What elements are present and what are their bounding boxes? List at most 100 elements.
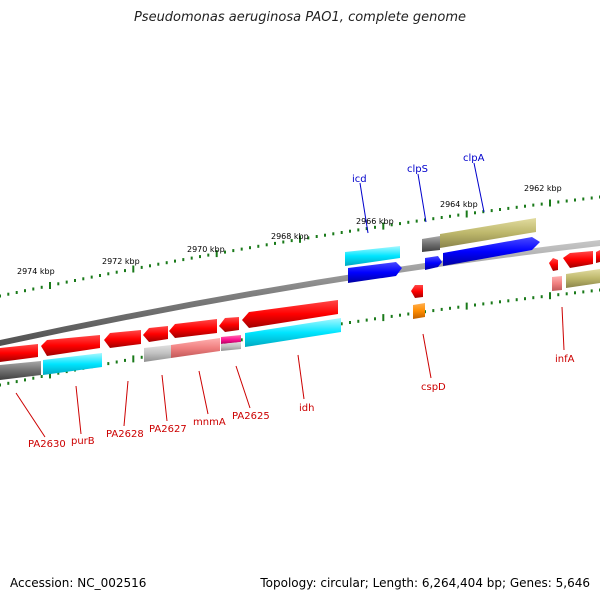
minor-tick bbox=[582, 197, 585, 201]
minor-tick bbox=[257, 244, 260, 248]
gene-right-cds-2[interactable] bbox=[596, 250, 600, 263]
gene-label-icd[interactable]: icd bbox=[352, 174, 367, 185]
gene-idh-cds[interactable] bbox=[242, 300, 338, 328]
minor-tick bbox=[449, 306, 451, 310]
gene-PA2628-cds[interactable] bbox=[104, 330, 141, 348]
minor-tick bbox=[282, 240, 285, 244]
minor-tick bbox=[174, 259, 176, 263]
gene-label-infA[interactable]: infA bbox=[555, 354, 575, 365]
minor-tick bbox=[332, 232, 335, 236]
minor-tick bbox=[24, 378, 26, 382]
minor-tick bbox=[390, 314, 393, 318]
minor-tick bbox=[149, 264, 151, 268]
gene-label-PA2627[interactable]: PA2627 bbox=[149, 424, 187, 435]
gene-purB-cds[interactable] bbox=[41, 335, 100, 356]
minor-tick bbox=[407, 312, 410, 316]
gene-idh-feature[interactable] bbox=[245, 318, 341, 347]
gene-icd-cds[interactable] bbox=[348, 262, 402, 283]
gene-PA2627-cds[interactable] bbox=[143, 326, 168, 342]
minor-tick bbox=[140, 265, 143, 269]
map-title: Pseudomonas aeruginosa PAO1, complete ge… bbox=[133, 10, 467, 25]
minor-tick bbox=[199, 255, 201, 259]
minor-tick bbox=[124, 269, 126, 273]
major-tick bbox=[215, 250, 218, 258]
minor-tick bbox=[557, 293, 560, 297]
gene-label-PA2630[interactable]: PA2630 bbox=[28, 439, 66, 450]
gene-clpA-cds[interactable] bbox=[443, 237, 540, 266]
gene-PA2625-cds[interactable] bbox=[219, 317, 239, 332]
minor-tick bbox=[432, 309, 435, 313]
gene-PA2625-feature-2[interactable] bbox=[221, 342, 241, 351]
gene-PA2625-feature-1[interactable] bbox=[221, 335, 241, 344]
minor-tick bbox=[15, 291, 18, 294]
gene-label-PA2625[interactable]: PA2625 bbox=[232, 411, 270, 422]
minor-tick bbox=[324, 233, 326, 237]
gene-label-clpS[interactable]: clpS bbox=[407, 164, 428, 175]
scale-label-2968: 2968 kbp bbox=[271, 232, 309, 241]
gene-clpS-cds[interactable] bbox=[425, 256, 442, 270]
minor-tick bbox=[224, 250, 226, 254]
minor-tick bbox=[349, 321, 351, 324]
scale-label-2966: 2966 kbp bbox=[356, 217, 394, 226]
gene-PA2630-feature[interactable] bbox=[0, 361, 41, 380]
minor-tick bbox=[7, 292, 10, 296]
minor-tick bbox=[440, 307, 443, 311]
gene-label-mnmA[interactable]: mnmA bbox=[193, 417, 226, 428]
minor-tick bbox=[240, 338, 243, 342]
forward-strand-genes bbox=[345, 218, 600, 291]
minor-tick bbox=[165, 261, 168, 265]
gene-label-clpA[interactable]: clpA bbox=[463, 153, 485, 164]
gene-infA-feature[interactable] bbox=[552, 276, 562, 291]
minor-tick bbox=[357, 319, 360, 323]
major-tick bbox=[132, 355, 135, 363]
minor-tick bbox=[74, 279, 76, 282]
minor-tick bbox=[440, 216, 443, 219]
minor-tick bbox=[424, 218, 426, 222]
gene-clpS-feature[interactable] bbox=[422, 236, 440, 252]
minor-tick bbox=[415, 219, 418, 223]
minor-tick bbox=[274, 241, 276, 245]
minor-tick bbox=[40, 375, 43, 378]
gene-label-PA2628[interactable]: PA2628 bbox=[106, 429, 144, 440]
minor-tick bbox=[107, 362, 110, 366]
gene-infA-cds[interactable] bbox=[549, 258, 558, 271]
minor-tick bbox=[399, 313, 401, 317]
scale-label-2970: 2970 kbp bbox=[187, 245, 225, 254]
scale-label-2964: 2964 kbp bbox=[440, 200, 478, 209]
minor-tick bbox=[565, 292, 568, 296]
gene-mnmA-feature[interactable] bbox=[171, 338, 220, 358]
gene-clpA-feature[interactable] bbox=[440, 218, 536, 248]
minor-tick bbox=[499, 300, 501, 304]
gene-label-idh[interactable]: idh bbox=[299, 403, 314, 414]
minor-tick bbox=[390, 223, 393, 227]
gene-purB-feature[interactable] bbox=[43, 353, 102, 375]
gene-icd-feature[interactable] bbox=[345, 246, 400, 266]
minor-tick bbox=[232, 249, 235, 253]
gene-label-purB[interactable]: purB bbox=[71, 436, 95, 447]
gene-label-cspD[interactable]: cspD bbox=[421, 382, 446, 393]
minor-tick bbox=[290, 239, 293, 243]
minor-tick bbox=[515, 205, 518, 209]
gene-right-cds-1[interactable] bbox=[563, 251, 593, 268]
minor-tick bbox=[124, 358, 126, 362]
gene-PA2627-feature[interactable] bbox=[144, 345, 171, 362]
minor-tick bbox=[57, 282, 60, 286]
minor-tick bbox=[90, 275, 93, 279]
gene-right-feature[interactable] bbox=[566, 269, 600, 288]
major-tick bbox=[49, 371, 51, 379]
gene-cspD-feature[interactable] bbox=[413, 303, 425, 319]
minor-tick bbox=[474, 211, 476, 215]
gene-PA2630-cds[interactable] bbox=[0, 344, 38, 362]
gene-cspD-cds[interactable] bbox=[411, 285, 423, 298]
minor-tick bbox=[57, 371, 60, 375]
minor-tick bbox=[574, 198, 576, 202]
minor-tick bbox=[524, 204, 526, 208]
major-tick bbox=[465, 210, 468, 218]
gene-mnmA-cds[interactable] bbox=[169, 319, 217, 338]
minor-tick bbox=[249, 246, 251, 250]
minor-tick bbox=[140, 355, 143, 359]
minor-tick bbox=[507, 206, 510, 210]
minor-tick bbox=[307, 236, 310, 240]
minor-tick bbox=[115, 270, 118, 274]
minor-tick bbox=[115, 360, 118, 364]
